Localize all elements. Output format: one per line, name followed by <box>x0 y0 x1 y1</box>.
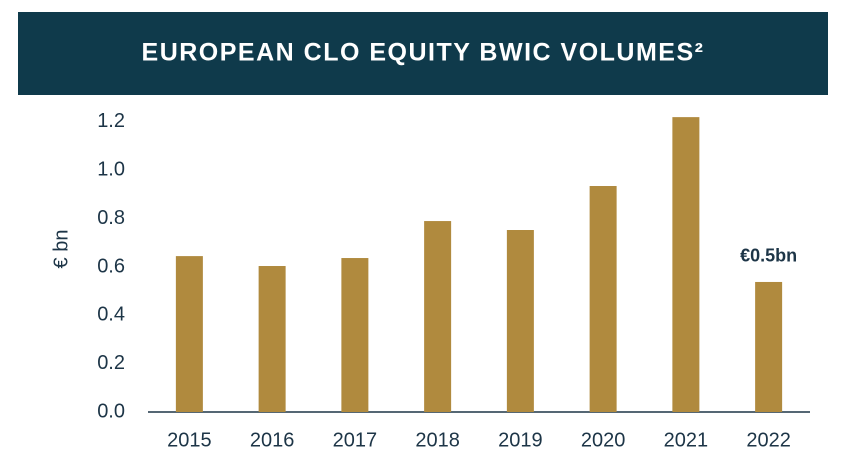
x-tick-label: 2016 <box>250 429 295 451</box>
x-tick-label: 2017 <box>333 429 378 451</box>
data-label: €0.5bn <box>740 246 797 266</box>
bar <box>258 266 286 412</box>
y-tick-label: 0.4 <box>97 304 125 326</box>
bar <box>341 258 369 412</box>
y-tick-label: 1.0 <box>97 159 125 181</box>
y-tick-label: 1.2 <box>97 110 125 132</box>
y-tick-label: 0.6 <box>97 255 125 277</box>
x-tick-label: 2021 <box>664 429 709 451</box>
bar <box>424 221 452 412</box>
y-tick-label: 0.2 <box>97 352 125 374</box>
x-tick-label: 2022 <box>746 429 791 451</box>
bar <box>506 229 534 412</box>
x-tick-label: 2020 <box>581 429 626 451</box>
title-banner <box>18 12 828 95</box>
y-tick-label: 0.0 <box>97 400 125 422</box>
bar <box>175 256 203 412</box>
x-tick-label: 2019 <box>498 429 543 451</box>
y-axis-label: € bn <box>50 230 72 269</box>
y-tick-label: 0.8 <box>97 207 125 229</box>
x-tick-label: 2015 <box>167 429 212 451</box>
bar <box>672 117 700 412</box>
chart-title: EUROPEAN CLO EQUITY BWIC VOLUMES² <box>142 39 705 67</box>
bar <box>589 186 617 412</box>
x-tick-label: 2018 <box>415 429 460 451</box>
bar <box>755 281 783 412</box>
